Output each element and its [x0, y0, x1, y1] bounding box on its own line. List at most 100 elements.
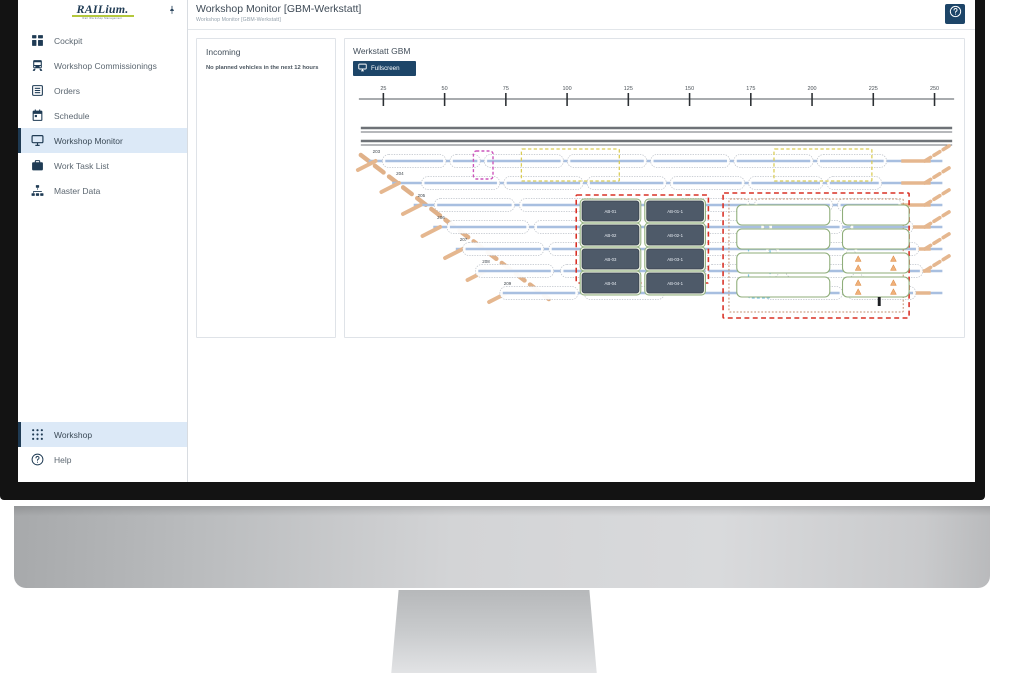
sidebar-item-help[interactable]: Help	[18, 447, 187, 472]
sidebar-item-label: Schedule	[54, 110, 90, 121]
vehicle-AB-01[interactable]: AB-01	[579, 198, 642, 224]
track-label: 204	[396, 171, 404, 176]
monitor-screen: RAILium. Rail Workshop Management	[18, 0, 975, 482]
vehicle-label: AB-01	[605, 209, 618, 214]
page-title: Workshop Monitor [GBM-Werkstatt]	[196, 3, 362, 15]
fullscreen-label: Fullscreen	[371, 65, 400, 72]
main-line	[360, 126, 953, 146]
sidebar-bottom-nav: Workshop Help	[18, 422, 187, 472]
list-icon	[30, 84, 44, 98]
incoming-panel: Incoming No planned vehicles in the next…	[196, 38, 336, 338]
sidebar-item-workshop-commissionings[interactable]: Workshop Commissionings	[18, 53, 187, 78]
fullscreen-button[interactable]: Fullscreen	[353, 61, 416, 76]
vehicle-label: AB-03-1	[667, 257, 683, 262]
vehicle-label: AB-02-1	[667, 233, 683, 238]
track-row-205[interactable]: 205	[400, 186, 954, 216]
track-label: 205	[418, 193, 426, 198]
bay-slot[interactable]	[841, 276, 910, 298]
bay-slot[interactable]	[736, 204, 831, 226]
breadcrumb: Workshop Monitor [GBM-Werkstatt]	[196, 17, 281, 23]
svg-text:225: 225	[869, 86, 878, 92]
sidebar-nav: Cockpit Workshop Commissionings	[18, 28, 187, 203]
question-circle-icon	[949, 5, 962, 23]
sidebar-item-label: Cockpit	[54, 35, 83, 46]
vehicle-AB-03[interactable]: AB-03	[579, 246, 642, 272]
briefcase-icon	[30, 159, 44, 173]
work-area-zone	[728, 198, 904, 313]
sidebar-item-workshop[interactable]: Workshop	[18, 422, 187, 447]
bay-slot[interactable]	[841, 252, 910, 274]
sidebar-item-label: Workshop	[54, 429, 93, 440]
bay-slot[interactable]	[736, 228, 831, 250]
sidebar-item-cockpit[interactable]: Cockpit	[18, 28, 187, 53]
bay-slot[interactable]	[736, 276, 831, 298]
sidebar-item-master-data[interactable]: Master Data	[18, 178, 187, 203]
vehicle-AB-04-1[interactable]: AB-04-1	[644, 270, 706, 296]
question-icon	[30, 453, 44, 467]
track-row-203[interactable]: 203	[355, 142, 954, 172]
track-diagram[interactable]: 25 50 75 100 125 150 175 200 225 250	[353, 83, 960, 333]
monitor-icon	[30, 134, 44, 148]
scale-ruler: 25 50 75 100 125 150 175 200 225 250	[358, 86, 955, 106]
sidebar-item-label: Master Data	[54, 185, 101, 196]
svg-text:250: 250	[930, 86, 939, 92]
hall-zone-right	[722, 192, 910, 319]
top-bar: Workshop Monitor [GBM-Werkstatt] Worksho…	[188, 0, 975, 30]
brand-tagline: Rail Workshop Management	[82, 16, 123, 20]
bay-slot[interactable]	[841, 204, 910, 226]
incoming-message: No planned vehicles in the next 12 hours	[206, 65, 319, 71]
track-row-204[interactable]: 204	[379, 164, 954, 194]
track-diagram-svg[interactable]: 25 50 75 100 125 150 175 200 225 250	[353, 83, 960, 333]
vehicle-AB-02[interactable]: AB-02	[579, 222, 642, 248]
track-label: 206	[437, 215, 445, 220]
svg-text:175: 175	[746, 86, 755, 92]
main-content: Workshop Monitor [GBM-Werkstatt] Worksho…	[188, 0, 975, 482]
vehicle-label: AB-04-1	[667, 281, 683, 286]
sidebar-item-label: Work Task List	[54, 160, 109, 171]
sidebar-item-workshop-monitor[interactable]: Workshop Monitor	[18, 128, 187, 153]
incoming-title: Incoming	[206, 47, 241, 57]
sidebar-item-label: Workshop Monitor	[54, 135, 123, 146]
logo: RAILium. Rail Workshop Management	[71, 2, 134, 20]
brand-name: RAILium.	[76, 2, 129, 17]
buffer-stop-icon	[877, 297, 881, 306]
svg-text:50: 50	[442, 86, 448, 92]
sidebar-item-label: Orders	[54, 85, 80, 96]
sidebar-item-work-task-list[interactable]: Work Task List	[18, 153, 187, 178]
title-block: Workshop Monitor [GBM-Werkstatt] Worksho…	[196, 3, 361, 23]
vehicle-label: AB-02	[605, 233, 618, 238]
bay-slot[interactable]	[736, 252, 831, 274]
sidebar-item-schedule[interactable]: Schedule	[18, 103, 187, 128]
monitor-icon	[358, 63, 367, 74]
vehicle-AB-03-1[interactable]: AB-03-1	[644, 246, 706, 272]
vehicle-label: AB-03	[605, 257, 618, 262]
track-label: 209	[504, 281, 512, 286]
marker-magenta	[472, 150, 494, 180]
vehicle-AB-01-1[interactable]: AB-01-1	[644, 198, 706, 224]
vehicle-label: AB-04	[605, 281, 618, 286]
svg-text:100: 100	[563, 86, 572, 92]
sidebar: RAILium. Rail Workshop Management	[18, 0, 188, 482]
inspection-yellow	[520, 148, 620, 182]
monitor-bezel: RAILium. Rail Workshop Management	[0, 0, 985, 500]
inspection-yellow	[773, 148, 873, 182]
dashboard-icon	[30, 34, 44, 48]
brand-header: RAILium. Rail Workshop Management	[18, 0, 187, 22]
track-label: 208	[482, 259, 490, 264]
vehicle-label: AB-01-1	[667, 209, 683, 214]
vehicle-AB-02-1[interactable]: AB-02-1	[644, 222, 706, 248]
svg-text:25: 25	[380, 86, 386, 92]
vehicle-AB-04[interactable]: AB-04	[579, 270, 642, 296]
pin-icon[interactable]	[167, 3, 177, 17]
svg-text:125: 125	[624, 86, 633, 92]
brand-underline	[71, 15, 134, 17]
svg-text:200: 200	[807, 86, 816, 92]
help-button[interactable]	[945, 4, 965, 24]
grid-icon	[30, 428, 44, 442]
monitor-base	[14, 506, 990, 588]
bay-slot[interactable]	[841, 228, 910, 250]
panels-row: Incoming No planned vehicles in the next…	[188, 30, 975, 482]
calendar-icon	[30, 109, 44, 123]
sidebar-item-orders[interactable]: Orders	[18, 78, 187, 103]
